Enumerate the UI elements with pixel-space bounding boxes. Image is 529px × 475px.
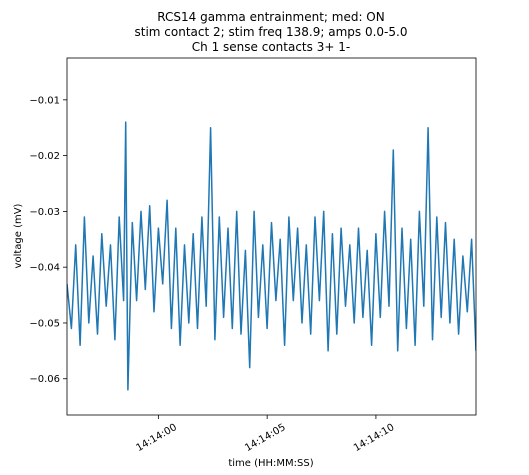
chart-title-line-1: RCS14 gamma entrainment; med: ON: [157, 10, 384, 24]
series-line: [67, 121, 476, 391]
chart-title: RCS14 gamma entrainment; med: ON stim co…: [135, 10, 408, 54]
y-axis-label: voltage (mV): [13, 203, 24, 268]
x-tick-label: 14:14:10: [352, 422, 396, 454]
plot-frame: [66, 57, 477, 416]
y-tick-label: −0.03: [29, 207, 60, 218]
x-axis-label: time (HH:MM:SS): [228, 458, 313, 469]
x-tick-label: 14:14:00: [134, 422, 178, 454]
y-tick-label: −0.02: [29, 151, 60, 162]
chart-title-line-3: Ch 1 sense contacts 3+ 1-: [192, 40, 350, 54]
chart-title-line-2: stim contact 2; stim freq 138.9; amps 0.…: [135, 25, 408, 39]
y-tick-label: −0.06: [29, 374, 60, 385]
y-tick-label: −0.01: [29, 95, 60, 106]
y-tick-label: −0.05: [29, 318, 60, 329]
y-tick-label: −0.04: [29, 263, 60, 274]
x-tick-label: 14:14:05: [243, 422, 287, 454]
